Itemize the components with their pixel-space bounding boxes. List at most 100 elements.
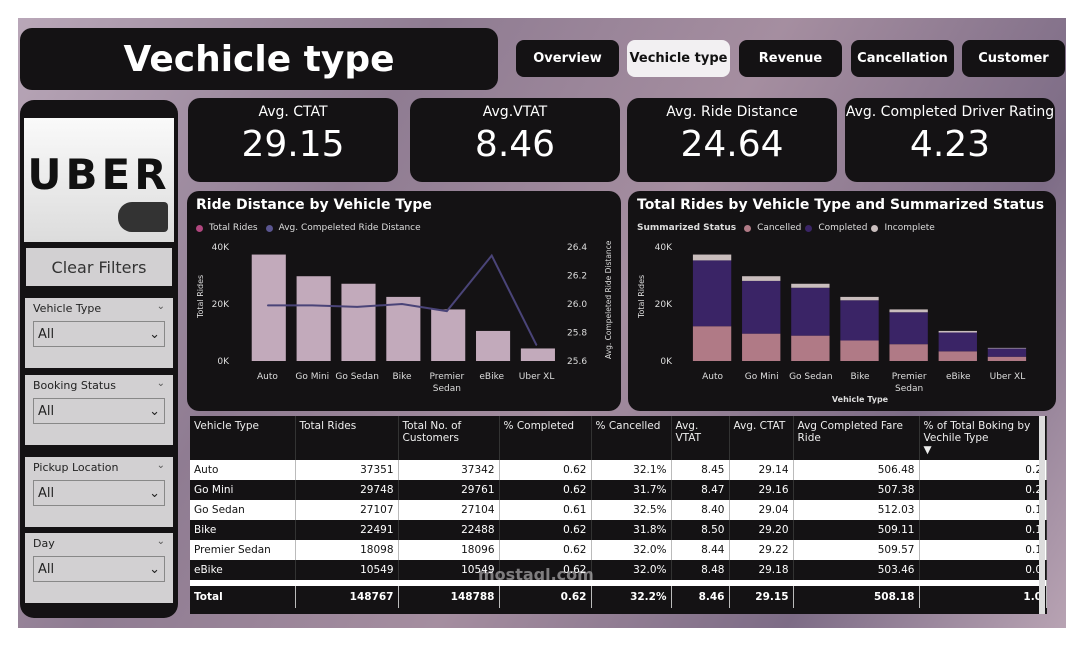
table-row[interactable]: Go Mini 29748 29761 0.62 31.7% 8.47 29.16 507.3… bbox=[190, 480, 1047, 500]
table-header-row: Vehicle Type Total Rides Total No. of Cust… bbox=[190, 416, 1047, 460]
nav-vehicle-type[interactable]: Vechicle type bbox=[627, 40, 730, 77]
x-tick-label: Go Mini bbox=[295, 372, 329, 382]
column-header[interactable]: % of Total Boking by Vechile Type ▼ bbox=[919, 416, 1047, 460]
table-cell: 0.1 bbox=[919, 540, 1047, 560]
bar-total-rides bbox=[386, 296, 421, 361]
chevron-down-icon: ⌄ bbox=[149, 561, 160, 577]
chevron-down-icon: ⌄ bbox=[149, 485, 160, 501]
x-tick-label: Go Mini bbox=[745, 372, 779, 382]
legend-dot bbox=[871, 224, 879, 232]
line-point bbox=[356, 306, 358, 308]
legend-dot bbox=[744, 224, 752, 232]
table-cell: 22488 bbox=[398, 520, 500, 540]
table-cell: 32.1% bbox=[591, 460, 672, 480]
column-header[interactable]: Avg. VTAT bbox=[671, 416, 730, 460]
total-cell: 508.18 bbox=[793, 586, 920, 608]
nav-overview[interactable]: Overview bbox=[516, 40, 619, 77]
y2-tick-label: 26.4 bbox=[567, 243, 587, 253]
table-row[interactable]: Bike 22491 22488 0.62 31.8% 8.50 29.20 509.11 0.… bbox=[190, 520, 1047, 540]
column-header[interactable]: % Completed bbox=[499, 416, 592, 460]
slicer-day: Day ⌄ All ⌄ bbox=[25, 533, 173, 603]
table-cell: 8.40 bbox=[671, 500, 730, 520]
slicer-dropdown[interactable]: All ⌄ bbox=[33, 398, 165, 424]
table-cell: 27107 bbox=[295, 500, 399, 520]
table-cell: 0.62 bbox=[499, 560, 592, 580]
legend-title: Summarized Status bbox=[637, 223, 737, 233]
kpi-avg-vtat: Avg.VTAT 8.46 bbox=[410, 98, 620, 182]
table-cell: 8.50 bbox=[671, 520, 730, 540]
slicer-dropdown[interactable]: All ⌄ bbox=[33, 321, 165, 347]
column-header[interactable]: Avg. CTAT bbox=[729, 416, 794, 460]
total-cell: 0.62 bbox=[499, 586, 592, 608]
column-header[interactable]: Total Rides bbox=[295, 416, 399, 460]
kpi-value: 4.23 bbox=[909, 124, 991, 165]
bar-incomplete bbox=[938, 330, 977, 333]
x-tick-label: Go Sedan bbox=[335, 372, 379, 382]
kpi-value: 29.15 bbox=[241, 124, 345, 165]
table-cell: 29.16 bbox=[729, 480, 794, 500]
table-cell: 22491 bbox=[295, 520, 399, 540]
kpi-value: 24.64 bbox=[680, 124, 784, 165]
bar-total-rides bbox=[476, 330, 511, 361]
x-tick-label: Go Sedan bbox=[789, 372, 833, 382]
table-cell: 0.62 bbox=[499, 540, 592, 560]
slicer-label: Vehicle Type bbox=[33, 302, 102, 315]
table-cell: 0.1 bbox=[919, 500, 1047, 520]
table-row[interactable]: Premier Sedan 18098 18096 0.62 32.0% 8.44 29.2… bbox=[190, 540, 1047, 560]
table-cell: Go Sedan bbox=[190, 500, 296, 520]
rides-by-status-chart-svg: 0K 20K 40K Total Rides Auto Go Mini Go Sedan Bi… bbox=[637, 243, 1027, 404]
table-cell: Go Mini bbox=[190, 480, 296, 500]
column-header[interactable]: Total No. of Customers bbox=[398, 416, 500, 460]
bar-cancelled bbox=[742, 333, 781, 361]
table-scrollbar[interactable] bbox=[1039, 416, 1045, 614]
chevron-down-icon[interactable]: ⌄ bbox=[156, 536, 165, 547]
nav-revenue[interactable]: Revenue bbox=[739, 40, 842, 77]
ride-distance-chart: 0K 20K 40K Total Rides Auto Go Mini Go Sedan Bi… bbox=[187, 191, 621, 411]
slicer-dropdown[interactable]: All ⌄ bbox=[33, 480, 165, 506]
x-axis-label: Vehicle Type bbox=[832, 395, 889, 404]
chevron-down-icon[interactable]: ⌄ bbox=[156, 301, 165, 312]
bar-incomplete bbox=[742, 276, 781, 281]
y2-tick-label: 25.6 bbox=[567, 357, 587, 367]
legend-dot bbox=[196, 224, 203, 232]
y2-axis-label: Avg. Compeleted Ride Distance bbox=[604, 240, 613, 359]
legend-item: Completed bbox=[818, 223, 868, 233]
bar-completed bbox=[742, 280, 781, 334]
chevron-down-icon[interactable]: ⌄ bbox=[156, 460, 165, 471]
line-point bbox=[536, 344, 538, 346]
column-header[interactable]: Avg Completed Fare Ride bbox=[793, 416, 920, 460]
table-cell: 29.18 bbox=[729, 560, 794, 580]
table-row[interactable]: Auto 37351 37342 0.62 32.1% 8.45 29.14 506.48 0.… bbox=[190, 460, 1047, 480]
y2-tick-label: 26.2 bbox=[567, 272, 587, 282]
table-cell: Premier Sedan bbox=[190, 540, 296, 560]
x-tick-label: Auto bbox=[257, 372, 278, 382]
slicer-dropdown[interactable]: All ⌄ bbox=[33, 556, 165, 582]
y-tick-label: 20K bbox=[655, 300, 673, 310]
legend-item: Avg. Compeleted Ride Distance bbox=[278, 223, 421, 233]
table-cell: 506.48 bbox=[793, 460, 920, 480]
table-row[interactable]: eBike 10549 10549 0.62 32.0% 8.48 29.18 503.46 0… bbox=[190, 560, 1047, 580]
sort-desc-icon: ▼ bbox=[923, 444, 932, 456]
chevron-down-icon[interactable]: ⌄ bbox=[156, 378, 165, 389]
legend-dot bbox=[805, 224, 813, 232]
table-cell: Bike bbox=[190, 520, 296, 540]
nav-cancellation[interactable]: Cancellation bbox=[851, 40, 954, 77]
table-cell: 29.04 bbox=[729, 500, 794, 520]
x-tick-label: Bike bbox=[392, 372, 412, 382]
nav-customer[interactable]: Customer bbox=[962, 40, 1065, 77]
chart-title: Ride Distance by Vehicle Type bbox=[196, 197, 432, 213]
column-header[interactable]: % Cancelled bbox=[591, 416, 672, 460]
x-tick-label: eBike bbox=[946, 372, 971, 382]
line-point bbox=[311, 304, 313, 306]
page-title: Vechicle type bbox=[20, 28, 498, 90]
table-cell: 29761 bbox=[398, 480, 500, 500]
y-axis-label: Total Rides bbox=[637, 275, 646, 319]
table-row[interactable]: Go Sedan 27107 27104 0.61 32.5% 8.40 29.04 512.… bbox=[190, 500, 1047, 520]
table-cell: 37351 bbox=[295, 460, 399, 480]
table-cell: 8.48 bbox=[671, 560, 730, 580]
table-cell: 509.11 bbox=[793, 520, 920, 540]
clear-filters-button[interactable]: Clear Filters bbox=[26, 248, 172, 286]
bar-completed bbox=[692, 260, 732, 327]
column-header[interactable]: Vehicle Type bbox=[190, 416, 296, 460]
x-tick-label: Uber XL bbox=[990, 372, 1026, 382]
